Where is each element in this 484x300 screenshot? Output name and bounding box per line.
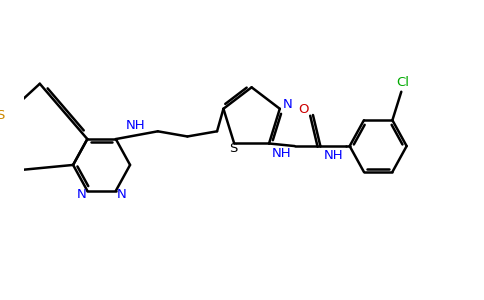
Text: NH: NH bbox=[126, 119, 146, 132]
Text: N: N bbox=[117, 188, 126, 201]
Text: N: N bbox=[77, 188, 87, 201]
Text: N: N bbox=[283, 98, 292, 111]
Text: Cl: Cl bbox=[397, 76, 409, 89]
Text: NH: NH bbox=[272, 147, 292, 160]
Text: NH: NH bbox=[323, 148, 343, 161]
Text: S: S bbox=[0, 109, 5, 122]
Text: O: O bbox=[298, 103, 309, 116]
Text: S: S bbox=[229, 142, 238, 155]
